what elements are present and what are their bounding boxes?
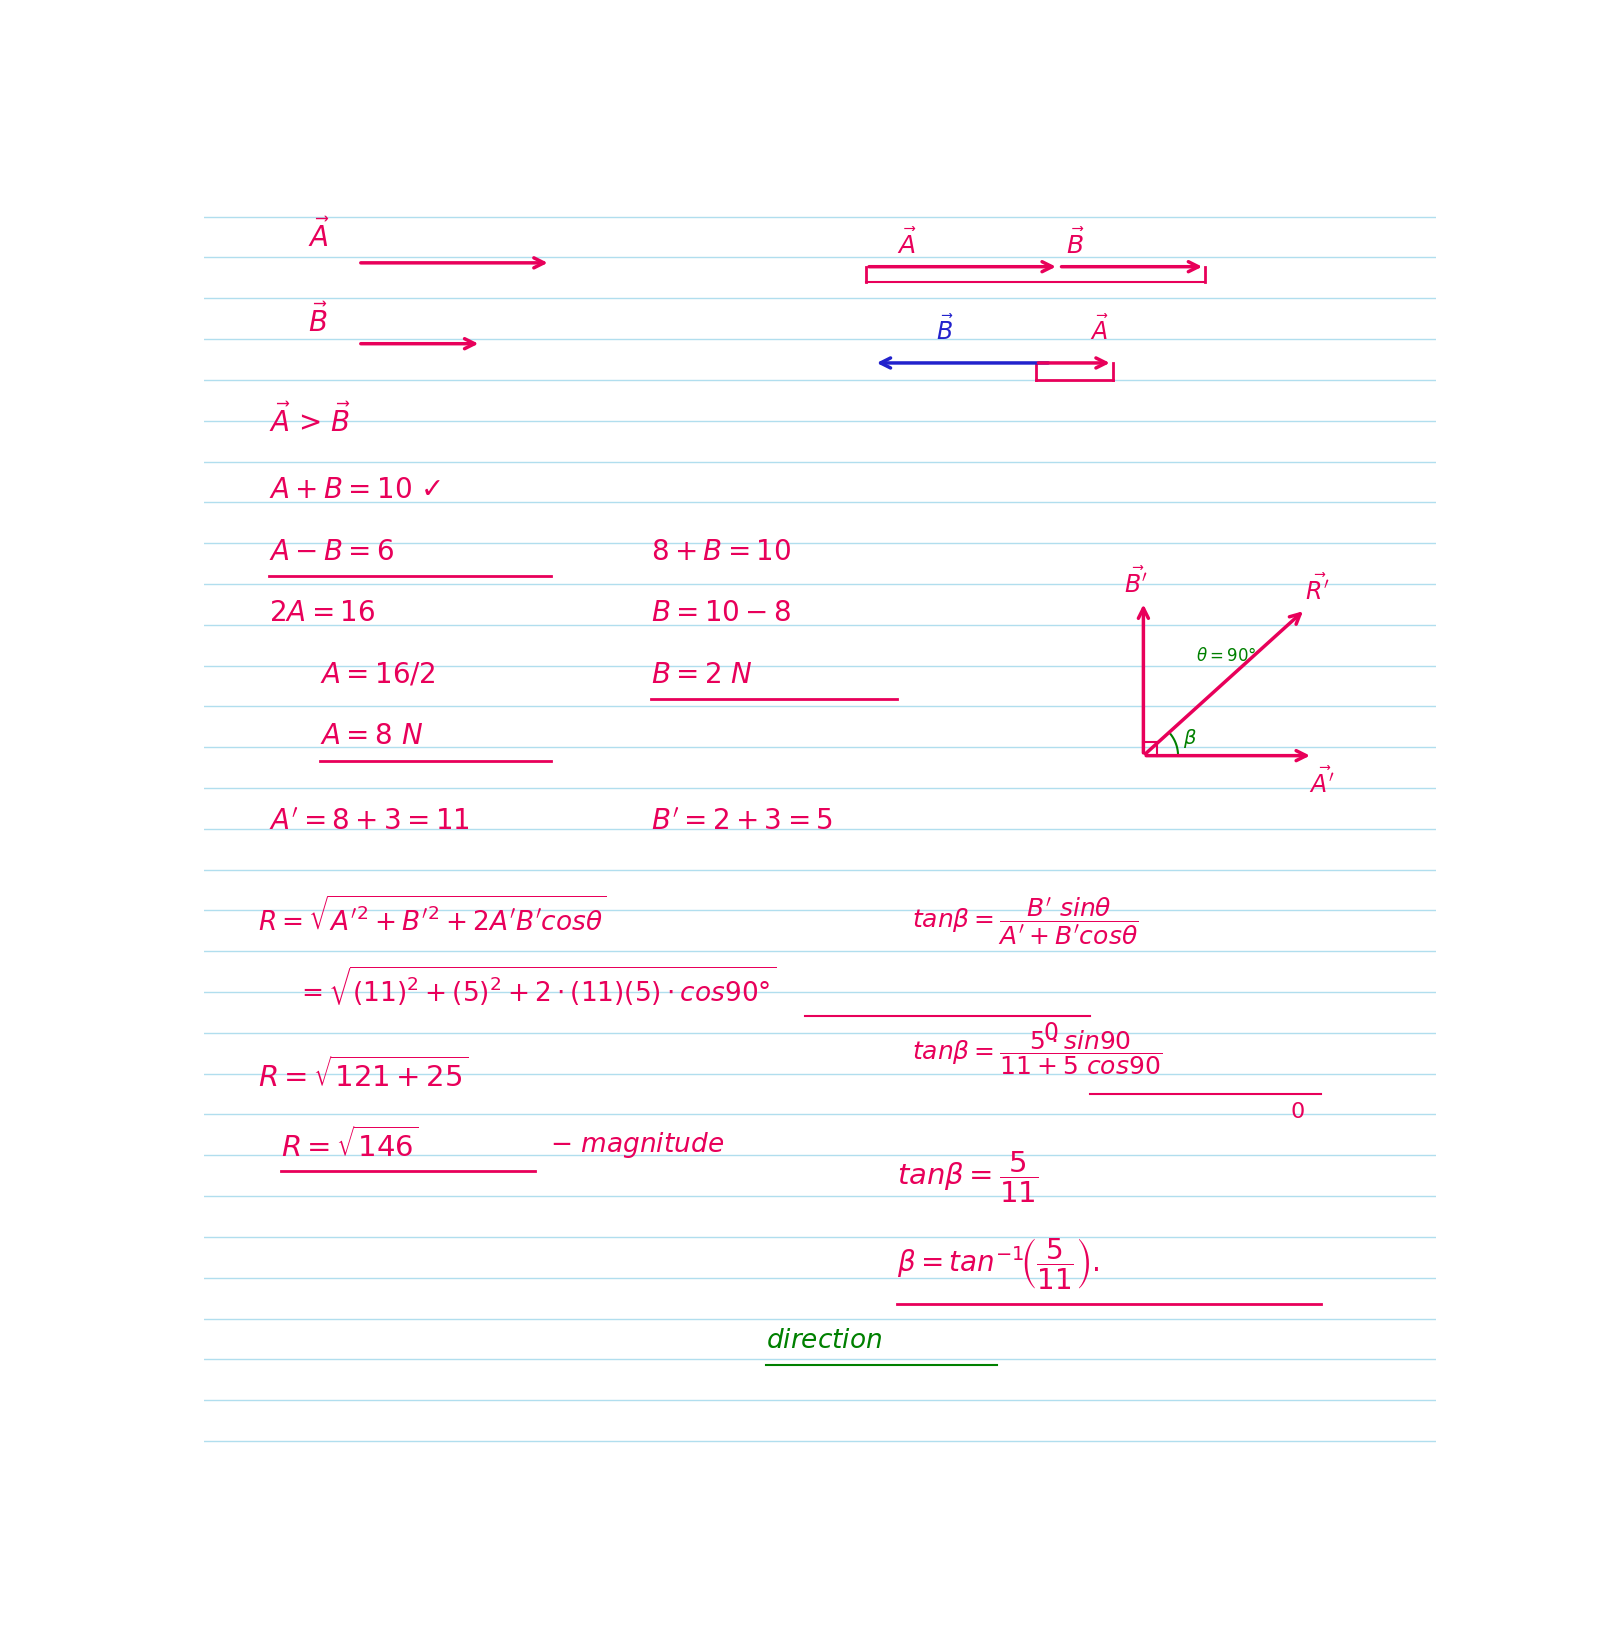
Text: $\theta=90°$: $\theta=90°$ xyxy=(1195,646,1256,665)
Text: $\beta = tan^{-1}\!\left(\dfrac{5}{11}\right).$: $\beta = tan^{-1}\!\left(\dfrac{5}{11}\r… xyxy=(898,1237,1099,1291)
Text: $A = 16/2$: $A = 16/2$ xyxy=(320,661,435,689)
Text: $\vec{A}$: $\vec{A}$ xyxy=(307,219,330,253)
Text: $A + B = 10\ \checkmark$: $A + B = 10\ \checkmark$ xyxy=(269,475,442,503)
Text: $A - B = 6$: $A - B = 6$ xyxy=(269,538,395,566)
Text: $\vec{A'}$: $\vec{A'}$ xyxy=(1309,767,1334,798)
Text: $R = \sqrt{121 + 25}$: $R = \sqrt{121 + 25}$ xyxy=(258,1058,469,1094)
Text: $A = 8\ N$: $A = 8\ N$ xyxy=(320,722,422,750)
Text: $0$: $0$ xyxy=(1043,1022,1059,1045)
Text: $8 + B = 10$: $8 + B = 10$ xyxy=(651,538,790,566)
Text: $tan\beta = \dfrac{5}{11}$: $tan\beta = \dfrac{5}{11}$ xyxy=(898,1150,1038,1206)
Text: $B = 2\ N$: $B = 2\ N$ xyxy=(651,661,752,689)
Text: $-\ magnitude$: $-\ magnitude$ xyxy=(550,1130,725,1160)
Text: $B = 10 - 8$: $B = 10 - 8$ xyxy=(651,599,790,627)
Text: $\vec{A}$ > $\vec{B}$: $\vec{A}$ > $\vec{B}$ xyxy=(269,403,350,438)
Text: $R = \sqrt{146}$: $R = \sqrt{146}$ xyxy=(282,1127,419,1163)
Text: $\vec{B}$: $\vec{B}$ xyxy=(936,316,954,345)
Text: $\beta$: $\beta$ xyxy=(1184,727,1197,750)
Text: $B' = 2 + 3 = 5$: $B' = 2 + 3 = 5$ xyxy=(651,808,832,836)
Text: $R = \sqrt{A'^2 + B'^2 + 2A'B'cos\theta}$: $R = \sqrt{A'^2 + B'^2 + 2A'B'cos\theta}… xyxy=(258,898,606,938)
Text: $\vec{R'}$: $\vec{R'}$ xyxy=(1306,574,1330,605)
Text: $\vec{B'}$: $\vec{B'}$ xyxy=(1125,568,1149,597)
Text: $tan\beta = \dfrac{5\cdot sin90}{11 + 5\ cos90}$: $tan\beta = \dfrac{5\cdot sin90}{11 + 5\… xyxy=(912,1028,1163,1076)
Text: $direction$: $direction$ xyxy=(766,1328,883,1354)
Text: $tan\beta = \dfrac{B'\ sin\theta}{A' + B'cos\theta}$: $tan\beta = \dfrac{B'\ sin\theta}{A' + B… xyxy=(912,895,1139,948)
Text: $\vec{A}$: $\vec{A}$ xyxy=(1090,316,1109,345)
Text: $A' = 8 + 3 = 11$: $A' = 8 + 3 = 11$ xyxy=(269,808,470,836)
Text: $= \sqrt{(11)^2 + (5)^2 + 2\cdot(11)(5)\cdot cos90°}$: $= \sqrt{(11)^2 + (5)^2 + 2\cdot(11)(5)\… xyxy=(296,966,776,1008)
Text: $\vec{B}$: $\vec{B}$ xyxy=(307,304,328,337)
Text: $2A = 16$: $2A = 16$ xyxy=(269,599,376,627)
Text: $\vec{B}$: $\vec{B}$ xyxy=(1067,229,1085,258)
Text: $\vec{A}$: $\vec{A}$ xyxy=(898,229,917,258)
Text: $0$: $0$ xyxy=(1290,1102,1304,1122)
